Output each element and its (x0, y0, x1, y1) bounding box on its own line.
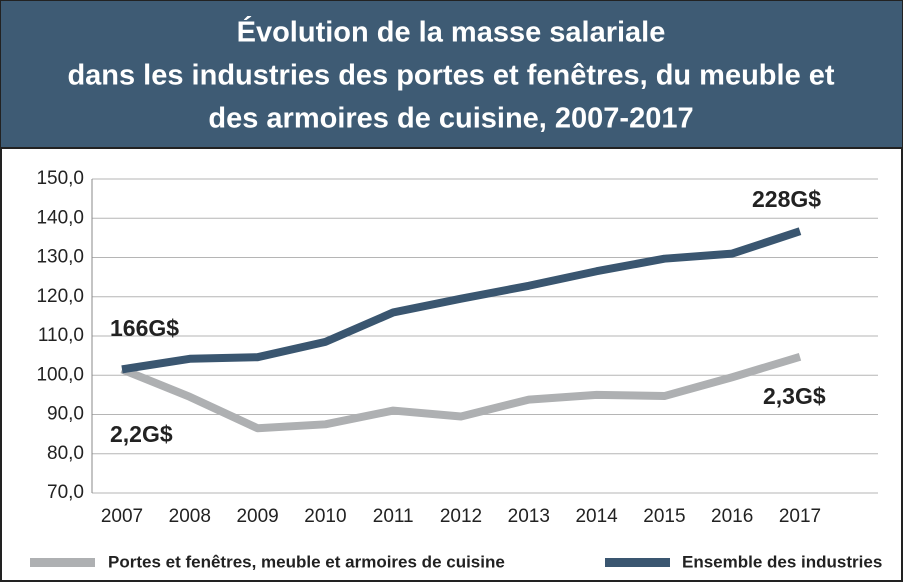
chart-title: dans les industries des portes et fenêtr… (67, 60, 834, 92)
series-line (120, 352, 802, 433)
x-tick-label: 2008 (169, 506, 211, 527)
legend-swatch (605, 558, 670, 567)
chart-title: des armoires de cuisine, 2007-2017 (208, 103, 693, 135)
x-tick-label: 2010 (304, 506, 346, 527)
title-banner (1, 1, 902, 148)
y-tick-label: 70,0 (47, 482, 84, 503)
y-tick-label: 130,0 (36, 247, 84, 268)
x-tick-label: 2013 (508, 506, 550, 527)
annotation: 2,2G$ (110, 421, 173, 447)
legend-label: Ensemble des industries (682, 552, 882, 571)
y-tick-label: 100,0 (36, 364, 84, 385)
chart-title: Évolution de la masse salariale (237, 15, 666, 49)
y-tick-label: 110,0 (38, 325, 84, 346)
y-tick-label: 140,0 (36, 207, 84, 228)
x-tick-label: 2011 (373, 506, 414, 527)
x-tick-label: 2012 (440, 506, 482, 527)
x-tick-label: 2015 (643, 506, 685, 527)
x-tick-label: 2014 (575, 506, 618, 527)
x-tick-label: 2017 (779, 506, 821, 527)
y-tick-label: 120,0 (36, 286, 84, 307)
x-tick-label: 2007 (101, 506, 143, 527)
y-tick-label: 80,0 (47, 443, 84, 464)
legend-label: Portes et fenêtres, meuble et armoires d… (108, 552, 505, 571)
annotation: 2,3G$ (763, 383, 826, 409)
y-tick-label: 150,0 (36, 168, 84, 189)
y-tick-label: 90,0 (47, 404, 84, 425)
annotation: 228G$ (752, 186, 821, 212)
legend-swatch (30, 558, 95, 567)
x-tick-label: 2009 (236, 506, 278, 527)
annotation: 166G$ (110, 315, 179, 341)
series-line (121, 227, 802, 374)
x-tick-label: 2016 (711, 506, 753, 527)
